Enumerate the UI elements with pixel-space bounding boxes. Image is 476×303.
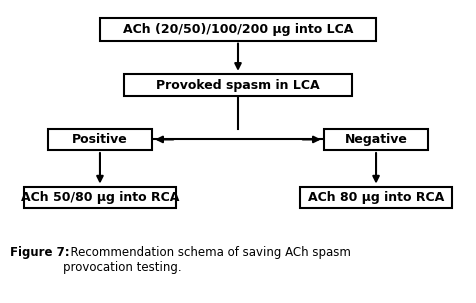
FancyBboxPatch shape xyxy=(100,18,376,41)
Text: Negative: Negative xyxy=(345,133,407,146)
Text: Figure 7:: Figure 7: xyxy=(10,246,69,259)
Text: Recommendation schema of saving ACh spasm
provocation testing.: Recommendation schema of saving ACh spas… xyxy=(63,246,351,274)
Text: ACh 50/80 μg into RCA: ACh 50/80 μg into RCA xyxy=(21,191,179,204)
FancyBboxPatch shape xyxy=(324,129,428,150)
FancyBboxPatch shape xyxy=(124,74,352,96)
FancyBboxPatch shape xyxy=(24,187,176,208)
FancyBboxPatch shape xyxy=(300,187,452,208)
Text: ACh 80 μg into RCA: ACh 80 μg into RCA xyxy=(308,191,444,204)
Text: Positive: Positive xyxy=(72,133,128,146)
Text: ACh (20/50)/100/200 μg into LCA: ACh (20/50)/100/200 μg into LCA xyxy=(123,23,353,36)
Text: Provoked spasm in LCA: Provoked spasm in LCA xyxy=(156,78,320,92)
FancyBboxPatch shape xyxy=(48,129,152,150)
